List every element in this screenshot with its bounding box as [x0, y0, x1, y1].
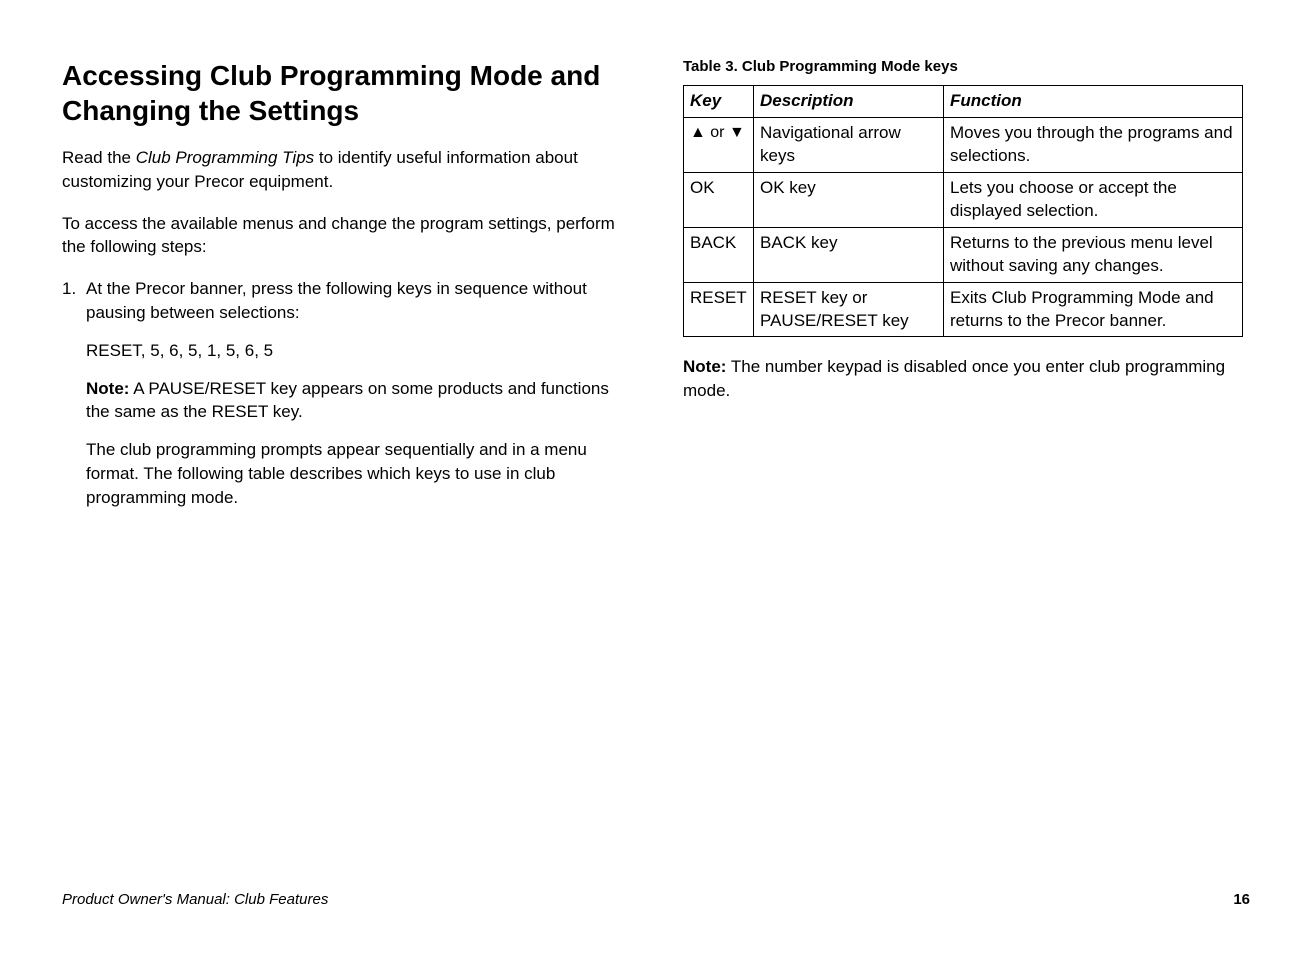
note-2: Note: The number keypad is disabled once…: [683, 355, 1243, 403]
cell-func: Lets you choose or accept the displayed …: [944, 172, 1243, 227]
cell-key: ▲ or ▼: [684, 117, 754, 172]
section-heading: Accessing Club Programming Mode and Chan…: [62, 58, 627, 128]
table-row: RESET RESET key or PAUSE/RESET key Exits…: [684, 282, 1243, 337]
intro1-italic: Club Programming Tips: [136, 148, 314, 167]
intro-paragraph-2: To access the available menus and change…: [62, 212, 627, 260]
table-row: BACK BACK key Returns to the previous me…: [684, 227, 1243, 282]
cell-func: Exits Club Programming Mode and returns …: [944, 282, 1243, 337]
intro-paragraph-1: Read the Club Programming Tips to identi…: [62, 146, 627, 194]
table-row: OK OK key Lets you choose or accept the …: [684, 172, 1243, 227]
intro1-prefix: Read the: [62, 148, 136, 167]
right-column: Table 3. Club Programming Mode keys Key …: [683, 58, 1243, 524]
step-1: 1. At the Precor banner, press the follo…: [62, 277, 627, 325]
header-key: Key: [684, 86, 754, 118]
cell-func: Returns to the previous menu level witho…: [944, 227, 1243, 282]
cell-func: Moves you through the programs and selec…: [944, 117, 1243, 172]
cell-key: BACK: [684, 227, 754, 282]
header-function: Function: [944, 86, 1243, 118]
header-description: Description: [754, 86, 944, 118]
note-1: Note: A PAUSE/RESET key appears on some …: [62, 377, 627, 425]
left-column: Accessing Club Programming Mode and Chan…: [62, 58, 627, 524]
page-number: 16: [1233, 891, 1250, 908]
table-header-row: Key Description Function: [684, 86, 1243, 118]
cell-key: RESET: [684, 282, 754, 337]
note-label: Note:: [86, 379, 129, 398]
cell-desc: Navigational arrow keys: [754, 117, 944, 172]
step-number: 1.: [62, 277, 76, 301]
cell-desc: BACK key: [754, 227, 944, 282]
cell-desc: OK key: [754, 172, 944, 227]
paragraph-2: The club programming prompts appear sequ…: [62, 438, 627, 509]
table-caption: Table 3. Club Programming Mode keys: [683, 58, 1243, 75]
cell-key: OK: [684, 172, 754, 227]
steps-list: 1. At the Precor banner, press the follo…: [62, 277, 627, 325]
page-content: Accessing Club Programming Mode and Chan…: [0, 0, 1312, 524]
footer-title: Product Owner's Manual: Club Features: [62, 891, 328, 908]
note-1-body: A PAUSE/RESET key appears on some produc…: [86, 379, 609, 422]
table-row: ▲ or ▼ Navigational arrow keys Moves you…: [684, 117, 1243, 172]
step-1-text: At the Precor banner, press the followin…: [86, 279, 587, 322]
cell-desc: RESET key or PAUSE/RESET key: [754, 282, 944, 337]
keys-table: Key Description Function ▲ or ▼ Navigati…: [683, 85, 1243, 337]
key-sequence: RESET, 5, 6, 5, 1, 5, 6, 5: [62, 339, 627, 363]
note-label: Note:: [683, 357, 726, 376]
note-2-body: The number keypad is disabled once you e…: [683, 357, 1225, 400]
page-footer: Product Owner's Manual: Club Features 16: [62, 891, 1250, 908]
